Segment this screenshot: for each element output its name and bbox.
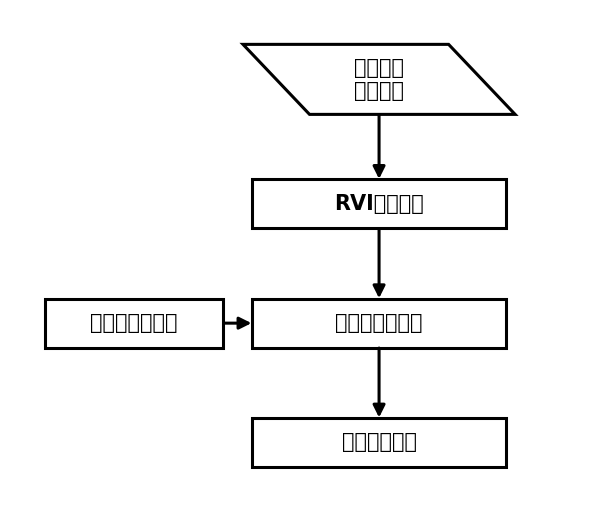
Bar [45, 298, 223, 348]
Bar [252, 298, 506, 348]
Text: 遥感影像
时间序列: 遥感影像 时间序列 [354, 58, 404, 101]
Polygon shape [243, 44, 515, 114]
Bar [252, 418, 506, 467]
Bar [252, 179, 506, 229]
Text: 农作物分类图: 农作物分类图 [341, 433, 417, 453]
Text: 农作物训练样本: 农作物训练样本 [91, 313, 178, 333]
Text: 随机森林分类器: 随机森林分类器 [335, 313, 423, 333]
Text: RVI时间序列: RVI时间序列 [334, 194, 424, 214]
